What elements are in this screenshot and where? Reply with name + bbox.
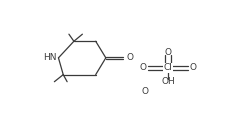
Text: O: O — [190, 63, 197, 72]
Text: O: O — [164, 48, 172, 57]
Text: O: O — [139, 63, 146, 72]
Text: OH: OH — [161, 77, 175, 85]
Text: O: O — [141, 86, 148, 95]
Text: HN: HN — [43, 53, 57, 62]
Text: Cl: Cl — [164, 63, 172, 72]
Text: O: O — [127, 53, 134, 62]
